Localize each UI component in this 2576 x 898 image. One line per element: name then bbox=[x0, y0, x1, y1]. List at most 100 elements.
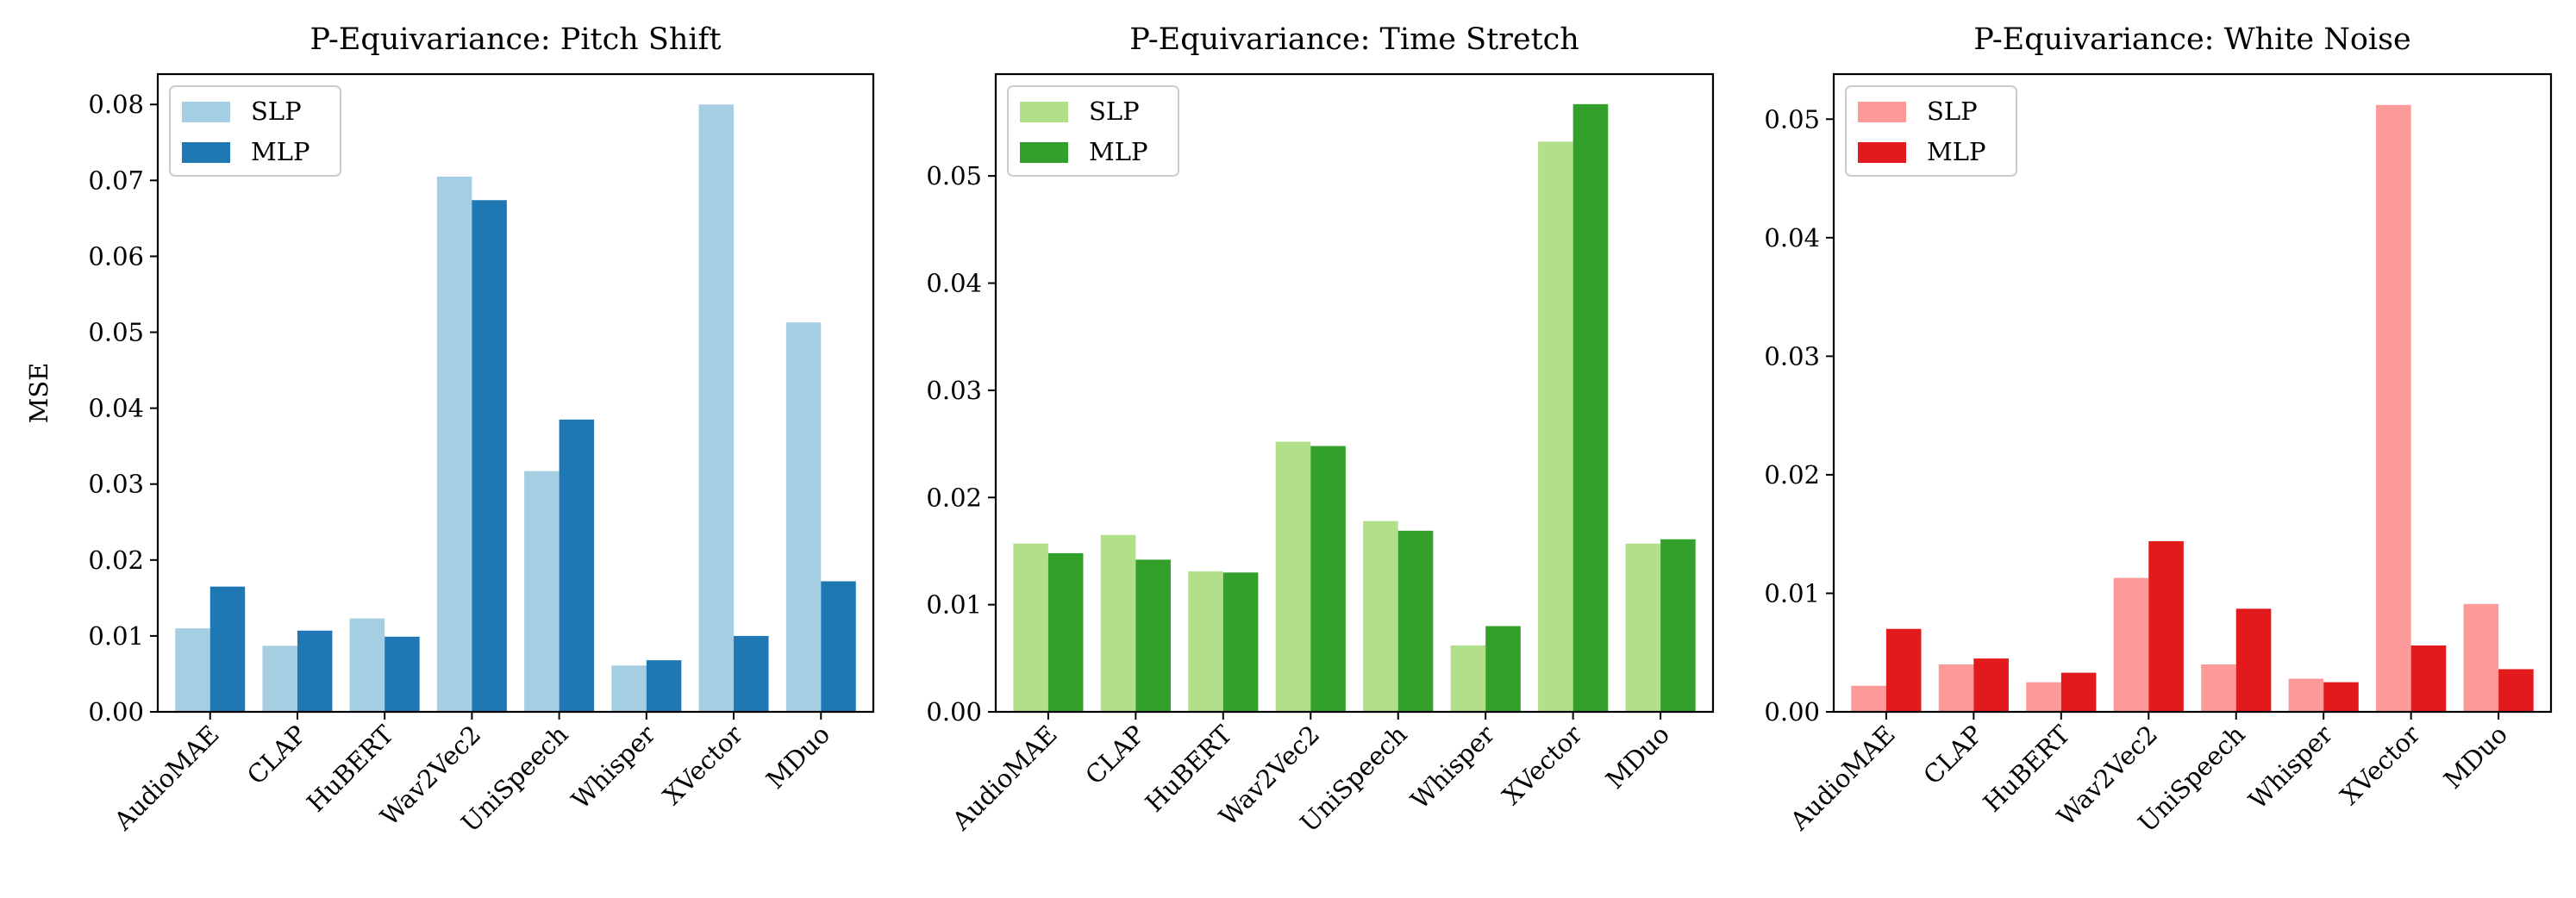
bar-slp-audiomae bbox=[175, 628, 210, 712]
y-tick-label: 0.03 bbox=[1764, 341, 1820, 371]
legend-swatch-slp bbox=[1858, 102, 1906, 122]
chart-title: P-Equivariance: Time Stretch bbox=[1129, 22, 1579, 57]
bar-slp-audiomae bbox=[1013, 543, 1048, 712]
x-tick-label-mduo: MDuo bbox=[1600, 720, 1675, 795]
bar-slp-audiomae bbox=[1851, 685, 1886, 712]
bar-slp-clap bbox=[1938, 664, 1974, 712]
bar-mlp-unispeech bbox=[2235, 608, 2272, 712]
legend-label-mlp: MLP bbox=[251, 137, 309, 166]
bar-mlp-unispeech bbox=[1397, 530, 1434, 712]
y-tick-label: 0.02 bbox=[88, 546, 144, 575]
y-tick-label: 0.00 bbox=[1764, 697, 1820, 727]
bar-slp-clap bbox=[262, 645, 297, 712]
bar-mlp-whisper bbox=[1485, 626, 1521, 712]
bar-slp-hubert bbox=[2026, 682, 2061, 712]
bar-mlp-audiomae bbox=[1047, 552, 1084, 712]
x-tick-label-xvector: XVector bbox=[1497, 720, 1588, 811]
x-tick-label-whisper: Whisper bbox=[566, 720, 661, 815]
bar-slp-hubert bbox=[349, 618, 385, 712]
bar-slp-unispeech bbox=[1363, 521, 1398, 712]
bar-slp-whisper bbox=[611, 665, 647, 712]
bar-mlp-unispeech bbox=[559, 419, 595, 712]
y-tick-label: 0.00 bbox=[926, 697, 982, 727]
bar-mlp-whisper bbox=[2323, 682, 2359, 712]
legend-swatch-mlp bbox=[1858, 142, 1906, 163]
bar-mlp-mduo bbox=[1660, 539, 1696, 712]
axes-frame bbox=[156, 72, 875, 714]
y-tick-label: 0.05 bbox=[1764, 104, 1820, 134]
bar-mlp-xvector bbox=[1572, 103, 1609, 712]
bar-slp-mduo bbox=[1625, 543, 1661, 712]
legend-swatch-mlp bbox=[182, 142, 230, 163]
y-tick-label: 0.03 bbox=[88, 470, 144, 499]
y-tick-label: 0.01 bbox=[926, 590, 982, 620]
y-tick-label: 0.00 bbox=[88, 697, 144, 727]
y-tick-label: 0.01 bbox=[88, 621, 144, 651]
legend-swatch-slp bbox=[1020, 102, 1068, 122]
y-tick-label: 0.05 bbox=[926, 161, 982, 190]
x-tick-label-clap: CLAP bbox=[241, 720, 312, 790]
bar-slp-clap bbox=[1100, 534, 1136, 712]
chart-title: P-Equivariance: White Noise bbox=[1973, 22, 2411, 57]
legend: SLP MLP bbox=[1845, 85, 2017, 177]
legend-swatch-mlp bbox=[1020, 142, 1068, 163]
x-tick-label-audiomae: AudioMAE bbox=[1784, 720, 1901, 837]
bar-mlp-xvector bbox=[2410, 645, 2447, 712]
bar-slp-mduo bbox=[2463, 603, 2499, 712]
bar-slp-wav2vec2 bbox=[1275, 441, 1311, 712]
bar-mlp-xvector bbox=[734, 635, 769, 712]
bar-slp-wav2vec2 bbox=[2113, 577, 2149, 712]
chart-title: P-Equivariance: Pitch Shift bbox=[309, 22, 721, 57]
x-tick-label-clap: CLAP bbox=[1917, 720, 1988, 790]
bar-mlp-clap bbox=[1135, 559, 1171, 712]
legend-label-slp: SLP bbox=[251, 97, 302, 126]
bar-mlp-audiomae bbox=[209, 586, 246, 712]
y-tick-label: 0.04 bbox=[1764, 223, 1820, 253]
y-tick-label: 0.02 bbox=[926, 483, 982, 512]
bar-mlp-mduo bbox=[2498, 669, 2534, 712]
axes-frame bbox=[1832, 72, 2553, 714]
legend: SLP MLP bbox=[1007, 85, 1179, 177]
bar-slp-wav2vec2 bbox=[436, 176, 472, 712]
bar-slp-xvector bbox=[2376, 104, 2411, 712]
legend-label-slp: SLP bbox=[1089, 97, 1140, 126]
y-tick-label: 0.02 bbox=[1764, 460, 1820, 490]
bar-slp-whisper bbox=[2288, 678, 2324, 712]
bar-mlp-clap bbox=[1973, 658, 2009, 712]
bar-mlp-hubert bbox=[2060, 672, 2097, 712]
bar-slp-xvector bbox=[1538, 141, 1573, 713]
x-tick-label-audiomae: AudioMAE bbox=[946, 720, 1063, 837]
bar-slp-unispeech bbox=[524, 471, 560, 712]
bar-mlp-hubert bbox=[1222, 572, 1259, 712]
x-tick-label-mduo: MDuo bbox=[2438, 720, 2513, 795]
bar-mlp-hubert bbox=[385, 636, 420, 712]
x-tick-label-mduo: MDuo bbox=[760, 720, 835, 795]
bar-slp-unispeech bbox=[2201, 664, 2236, 712]
bar-mlp-whisper bbox=[646, 660, 682, 712]
bar-mlp-wav2vec2 bbox=[1310, 446, 1346, 712]
bar-mlp-clap bbox=[297, 630, 333, 712]
y-tick-label: 0.04 bbox=[926, 269, 982, 298]
bar-slp-xvector bbox=[698, 104, 735, 713]
y-axis-label: MSE bbox=[24, 363, 53, 424]
x-tick-label-xvector: XVector bbox=[657, 720, 748, 811]
x-tick-label-whisper: Whisper bbox=[2243, 720, 2339, 815]
bar-mlp-mduo bbox=[821, 581, 856, 712]
bar-slp-mduo bbox=[785, 322, 822, 712]
bar-mlp-audiomae bbox=[1885, 628, 1922, 712]
x-tick-label-clap: CLAP bbox=[1079, 720, 1150, 790]
y-tick-label: 0.06 bbox=[88, 241, 144, 271]
bar-slp-hubert bbox=[1188, 571, 1223, 712]
x-tick-label-xvector: XVector bbox=[2335, 720, 2426, 811]
x-tick-label-whisper: Whisper bbox=[1405, 720, 1501, 815]
legend-label-mlp: MLP bbox=[1927, 137, 1985, 166]
bar-slp-whisper bbox=[1450, 645, 1486, 712]
y-tick-label: 0.05 bbox=[88, 318, 144, 347]
legend-swatch-slp bbox=[182, 102, 230, 122]
y-tick-label: 0.01 bbox=[1764, 578, 1820, 608]
chart-panel-1: 0.00 0.01 0.02 0.03 0.04 0.05 0.06 0.07 0.08 Audi… bbox=[24, 22, 875, 838]
x-tick-label-audiomae: AudioMAE bbox=[108, 720, 225, 837]
